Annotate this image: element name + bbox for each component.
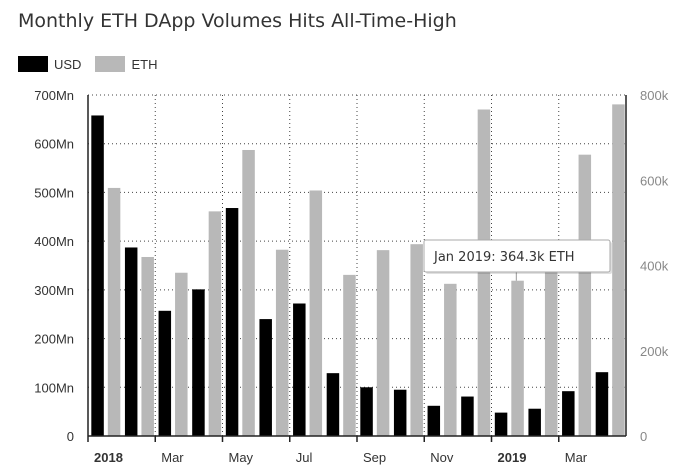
- bar-eth[interactable]: [343, 274, 356, 436]
- chart-title: Monthly ETH DApp Volumes Hits All-Time-H…: [18, 10, 457, 32]
- tooltip-box: [423, 239, 611, 273]
- bar-eth[interactable]: [275, 249, 289, 436]
- x-tick-label: Sep: [363, 450, 386, 465]
- x-tick-label: May: [229, 450, 254, 465]
- bar-usd[interactable]: [494, 412, 508, 436]
- bar-eth[interactable]: [410, 244, 423, 436]
- bar-usd[interactable]: [259, 319, 272, 436]
- legend-item-usd[interactable]: USD: [18, 56, 81, 72]
- y-left-tick-label: 200Mn: [34, 332, 74, 347]
- legend: USD ETH: [18, 56, 171, 72]
- x-tick-label: 2019: [498, 450, 527, 465]
- y-left-tick-label: 400Mn: [34, 234, 74, 249]
- bar-usd[interactable]: [225, 208, 239, 436]
- y-left-tick-label: 700Mn: [34, 88, 74, 103]
- x-tick-label: Jul: [296, 450, 313, 465]
- bar-usd[interactable]: [192, 289, 205, 436]
- bar-eth[interactable]: [578, 154, 592, 437]
- bar-eth[interactable]: [141, 256, 154, 436]
- bar-eth[interactable]: [544, 265, 558, 437]
- legend-swatch-eth: [95, 56, 126, 72]
- bar-usd[interactable]: [158, 310, 172, 436]
- legend-swatch-usd: [18, 56, 48, 72]
- y-left-tick-label: 500Mn: [34, 185, 74, 200]
- bar-eth[interactable]: [376, 250, 390, 436]
- bar-usd[interactable]: [393, 389, 407, 436]
- y-left-tick-label: 300Mn: [34, 283, 74, 298]
- x-tick-label: 2018: [94, 450, 123, 465]
- legend-label-eth: ETH: [131, 56, 158, 72]
- bar-eth[interactable]: [511, 280, 524, 436]
- bar-eth[interactable]: [612, 104, 625, 436]
- y-left-tick-label: 100Mn: [34, 380, 74, 395]
- bar-usd[interactable]: [461, 396, 474, 436]
- bar-eth[interactable]: [107, 187, 121, 436]
- bar-usd[interactable]: [326, 373, 340, 436]
- x-tick-label: Mar: [161, 450, 184, 465]
- y-right-tick-label: 200k: [640, 344, 669, 359]
- y-right-tick-label: 0: [640, 429, 647, 444]
- bar-usd[interactable]: [562, 391, 575, 436]
- tooltip-text: Jan 2019: 364.3k ETH: [433, 250, 575, 265]
- bar-usd[interactable]: [124, 247, 138, 436]
- y-right-tick-label: 600k: [640, 173, 669, 188]
- bar-usd[interactable]: [595, 372, 609, 436]
- bar-usd[interactable]: [293, 303, 306, 436]
- y-left-tick-label: 0: [67, 429, 74, 444]
- bar-eth[interactable]: [208, 211, 222, 436]
- bar-eth[interactable]: [477, 109, 491, 437]
- bar-usd[interactable]: [427, 405, 441, 436]
- legend-item-eth[interactable]: ETH: [95, 56, 157, 72]
- bar-usd[interactable]: [528, 408, 541, 436]
- x-tick-label: Mar: [565, 450, 588, 465]
- bar-eth[interactable]: [242, 149, 255, 436]
- x-tick-label: Nov: [430, 450, 454, 465]
- legend-label-usd: USD: [54, 56, 82, 72]
- y-left-tick-label: 600Mn: [34, 137, 74, 152]
- bar-usd[interactable]: [360, 387, 373, 436]
- y-right-tick-label: 800k: [640, 88, 669, 103]
- bar-usd[interactable]: [91, 115, 104, 437]
- y-right-tick-label: 400k: [640, 259, 669, 274]
- bar-eth[interactable]: [175, 272, 188, 436]
- bar-eth[interactable]: [309, 190, 323, 436]
- bar-eth[interactable]: [444, 283, 457, 436]
